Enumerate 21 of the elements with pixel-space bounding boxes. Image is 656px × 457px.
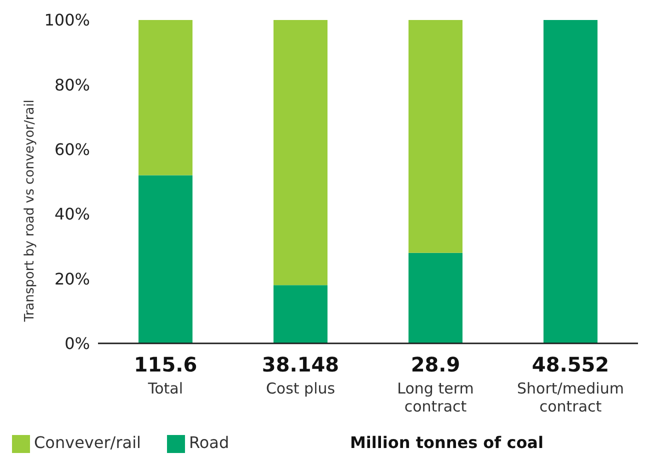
x-tick-label: 38.148 Cost plus <box>262 352 340 398</box>
bar <box>408 20 462 253</box>
y-tick-label: 20% <box>54 269 90 288</box>
y-tick-label: 40% <box>54 204 90 224</box>
x-tick-label: 115.6 Total <box>134 352 198 398</box>
y-tick-label: 60% <box>54 140 90 160</box>
legend-label: Convever/rail <box>34 433 141 452</box>
bar <box>274 285 328 344</box>
legend-label: Road <box>188 433 230 452</box>
bar <box>274 20 328 286</box>
bar <box>408 252 462 344</box>
bar <box>138 175 192 344</box>
x-axis-title: Million tonnes of coal <box>350 433 544 452</box>
y-axis-title: Transport by road vs conveyor/rail <box>22 100 38 323</box>
bar <box>544 20 598 344</box>
x-tick-label: 48.552 Short/medium contract <box>517 352 624 416</box>
y-tick-label: 100% <box>44 10 90 30</box>
x-tick-label: 28.9 Long term contract <box>397 352 474 416</box>
bar <box>138 20 192 176</box>
y-tick-label: 80% <box>54 75 90 94</box>
y-tick-label: 0% <box>64 334 90 354</box>
